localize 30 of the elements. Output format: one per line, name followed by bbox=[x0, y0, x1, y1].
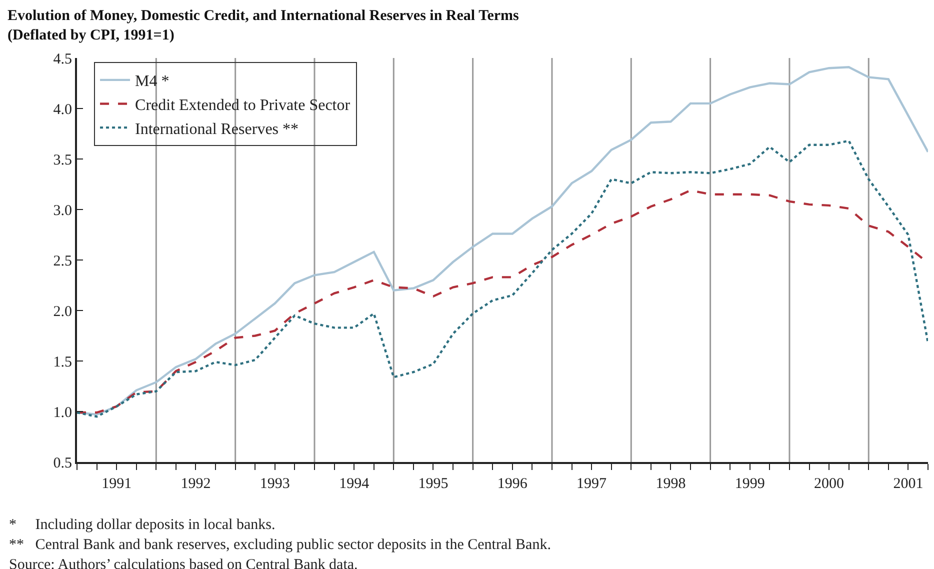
x-tick-label: 1997 bbox=[576, 476, 608, 492]
y-tick-label: 2.5 bbox=[53, 253, 72, 270]
legend-label: International Reserves ** bbox=[135, 120, 299, 138]
x-tick-label: 1996 bbox=[497, 476, 528, 492]
x-tick-label: 1994 bbox=[339, 476, 370, 492]
text: ** Central Bank and bank reserves, excluding public sector deposits in the Central Bank. bbox=[9, 537, 551, 553]
line-series bbox=[77, 140, 928, 418]
legend-label: M4 * bbox=[135, 73, 170, 90]
y-tick-label: 4.0 bbox=[53, 102, 72, 118]
chart-subtitle: (Deflated by CPI, 1991=1) bbox=[7, 27, 174, 44]
x-tick-label: 2001 bbox=[893, 476, 924, 492]
y-tick-label: 1.0 bbox=[53, 404, 72, 421]
legend-label: Credit Extended to Private Sector bbox=[135, 96, 351, 114]
x-tick-label: 2000 bbox=[814, 476, 844, 492]
text: * Including dollar deposits in local banks. bbox=[9, 517, 276, 533]
y-tick-label: 0.5 bbox=[53, 455, 72, 472]
x-tick-label: 1992 bbox=[180, 476, 211, 492]
line-series bbox=[77, 66, 928, 416]
y-tick-label: 1.5 bbox=[53, 354, 72, 370]
source-note: Source: Authors’ calculations based on Central Bank data. bbox=[9, 557, 358, 569]
chart-title: Evolution of Money, Domestic Credit, and International Reserves in Real Terms bbox=[7, 8, 520, 24]
x-tick-label: 1995 bbox=[418, 476, 448, 492]
y-tick-label: 3.0 bbox=[53, 202, 72, 219]
x-tick-label: 1998 bbox=[656, 476, 686, 492]
y-tick-label: 2.0 bbox=[53, 304, 72, 320]
y-tick-label: 4.5 bbox=[53, 51, 72, 68]
y-tick-label: 3.5 bbox=[53, 152, 72, 168]
x-tick-label: 1993 bbox=[260, 476, 290, 492]
x-tick-label: 1999 bbox=[734, 476, 765, 492]
x-tick-label: 1991 bbox=[102, 476, 132, 492]
